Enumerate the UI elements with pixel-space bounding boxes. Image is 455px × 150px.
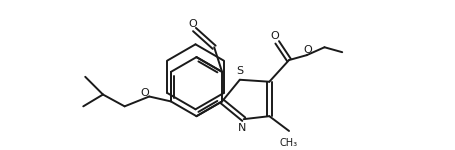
Text: CH₃: CH₃ — [279, 138, 298, 148]
Text: O: O — [188, 19, 197, 29]
Text: O: O — [303, 45, 311, 55]
Text: S: S — [236, 66, 243, 76]
Text: O: O — [270, 32, 279, 41]
Text: N: N — [237, 123, 245, 133]
Text: O: O — [140, 88, 148, 98]
